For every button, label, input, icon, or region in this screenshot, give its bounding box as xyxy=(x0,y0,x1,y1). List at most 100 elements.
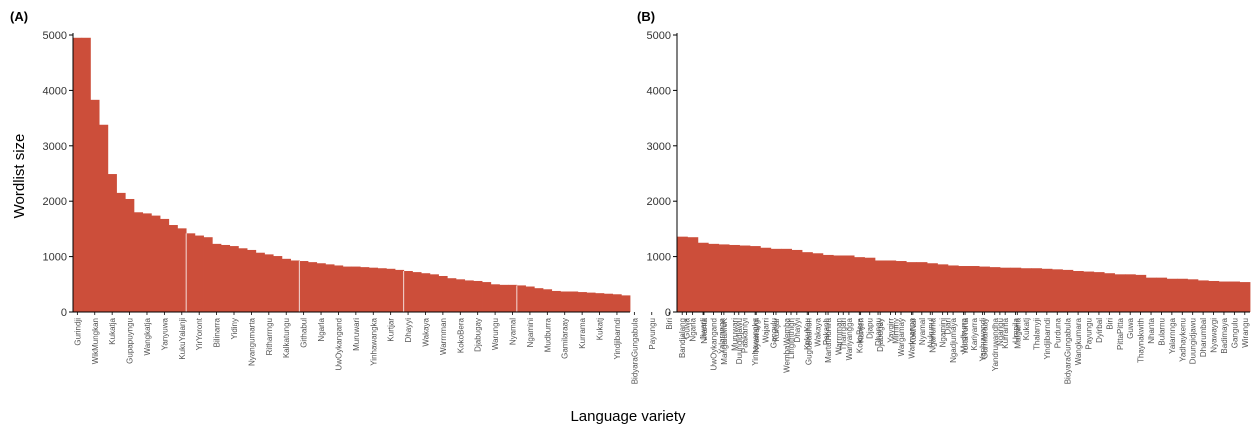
panel-a-bar xyxy=(151,215,161,312)
panel-b-x-tick-label: Umpila xyxy=(1012,317,1021,342)
panel-b-bar xyxy=(874,260,886,312)
panel-b-x-tick-label: Nyawaygi xyxy=(1210,318,1219,353)
panel-a-x-tick-label: Pakanh xyxy=(822,318,831,345)
panel-a-bar xyxy=(482,282,492,312)
panel-a-x-tick-label: WikMungkan xyxy=(91,318,100,364)
panel-b-x-tick-label: Ngamini xyxy=(939,318,948,348)
panel-a-y-axis: 0 1000 2000 3000 4000 5000 xyxy=(43,30,74,319)
panel-b-x-tick-label: Yandruwandha xyxy=(991,317,1000,371)
panel-b-x-tick-label: WembaWemba xyxy=(782,317,791,372)
panel-b-bar xyxy=(749,246,761,312)
panel-a-bar xyxy=(525,286,535,312)
panel-b-x-tick-label: Wangkumara xyxy=(1074,317,1083,365)
panel-a-bar xyxy=(534,288,544,312)
panel-b-x-tick-label: Ngadjumaya xyxy=(949,317,958,362)
panel-b-bar xyxy=(1239,282,1251,312)
panel-b-bar xyxy=(1104,273,1115,312)
panel-b-x-tick-label: Ngarla xyxy=(689,317,698,341)
panel-b-x-tick-label: Djabugay xyxy=(876,318,885,352)
panel-b-bar xyxy=(864,257,876,312)
panel-b-bar xyxy=(1114,274,1126,312)
panel-b-bar xyxy=(677,236,688,312)
panel-a-bar xyxy=(116,192,126,312)
panel-b-bar xyxy=(1145,277,1157,312)
panel-a-bar xyxy=(377,268,387,312)
panel-a-x-tick-label: Muruwari xyxy=(352,318,361,351)
panel-b-bar xyxy=(1135,274,1147,312)
panel-a-bar xyxy=(447,278,457,312)
panel-a-x-tick-label: Gupapuyngu xyxy=(126,318,135,364)
panel-a-y-tick-label: 1000 xyxy=(43,252,67,264)
panel-b-x-axis: Bandjalang Ngarla Jiwarli UwOykangand Mangal… xyxy=(677,311,1250,384)
panel-a-y-tick-label: 5000 xyxy=(43,30,67,42)
panel-b-x-tick-label: PittaPitta xyxy=(1116,317,1125,350)
panel-b-bar xyxy=(1208,280,1220,312)
panel-a-x-tick-label: KokNar xyxy=(909,318,918,345)
panel-a-x-tick-label: Djarl xyxy=(944,318,953,335)
panel-b-x-tick-label: Wariyangga xyxy=(845,317,854,360)
panel-b-y-tick-label: 2000 xyxy=(647,196,671,208)
panel-a-bar xyxy=(307,262,318,312)
panel-b-bar xyxy=(968,266,980,312)
panel-a-x-tick-label: Lingiththigh xyxy=(787,318,796,359)
panel-b-x-tick-label: Yadhaykenu xyxy=(1178,318,1187,362)
panel-b-bar xyxy=(1072,271,1084,312)
panel-b-x-tick-label: Wirangu xyxy=(1241,318,1250,348)
panel-b-x-tick-label: Wakaya xyxy=(814,317,823,346)
panel-a-bar xyxy=(212,243,222,312)
panel-b-bar xyxy=(1031,268,1043,312)
panel-a-bar xyxy=(281,258,291,312)
panel-a-x-tick-label: Kalkatungu xyxy=(282,318,291,358)
panel-a-x-tick-label: Bilinarra xyxy=(213,317,222,347)
panel-a-bar xyxy=(360,267,370,312)
panel-a-bar xyxy=(203,237,213,312)
panel-a-bar xyxy=(342,266,352,312)
panel-a-y-tick-label: 2000 xyxy=(43,196,67,208)
panel-a-x-axis: Gurindji WikMungkan Kukatja Gupapuyngu Wangk… xyxy=(73,311,1022,384)
panel-b-x-tick-label: Yalarnnga xyxy=(1168,317,1177,353)
panel-b-bar xyxy=(729,244,740,312)
panel-a-bar xyxy=(351,266,361,312)
panel-a-x-tick-label: Dhayyi xyxy=(404,318,413,343)
panel-a-x-tick-label: Mudburra xyxy=(543,317,552,352)
panel-b-bar xyxy=(770,248,782,312)
panel-b-bar xyxy=(885,260,897,312)
panel-b-bar xyxy=(812,253,824,312)
panel-a-x-tick-label: Yidiny xyxy=(230,318,239,340)
panel-b-x-tick-label: Yinhawangka xyxy=(751,317,760,365)
panel-b-x-tick-label: Dharumbal xyxy=(1199,318,1208,357)
panel-a-bar xyxy=(125,198,135,312)
panel-a-x-tick-label: Tharrgari xyxy=(839,318,848,351)
panel-a-bar xyxy=(186,233,196,312)
panel-b-y-tick-label: 4000 xyxy=(647,85,671,97)
panel-b-x-tick-label: Martuthunira xyxy=(824,317,833,362)
panel-b-label: (B) xyxy=(637,9,655,24)
panel-b-x-tick-label: Kurrama xyxy=(1001,317,1010,348)
panel-a-x-tick-label: Warungu xyxy=(491,318,500,350)
panel-a-bars xyxy=(73,37,631,313)
panel-a-x-tick-label: Guwa xyxy=(683,317,692,338)
panel-a-bar xyxy=(299,261,309,312)
panel-b-x-tick-label: KukuYau xyxy=(803,318,812,350)
panel-a-bar xyxy=(81,37,91,313)
panel-a-x-tick-label: KukuYalanji xyxy=(178,318,187,360)
panel-b-bar xyxy=(927,263,938,312)
panel-a-x-tick-label: Gurindji xyxy=(73,318,82,346)
panel-b-x-tick-label: Duungidjawu xyxy=(1189,318,1198,364)
panel-b-x-tick-label: MangalaMcK xyxy=(720,317,729,364)
panel-b-bar xyxy=(1062,269,1074,312)
panel-a-x-tick-label: Kukatja xyxy=(108,317,117,344)
panel-b-x-tick-label: Kurtjar xyxy=(772,318,781,342)
panel-a-bar xyxy=(142,213,152,312)
panel-b-x-tick-label: Kukatj xyxy=(1022,318,1031,340)
panel-b-y-tick-label: 0 xyxy=(665,307,671,319)
panel-b-x-tick-label: Wajarri xyxy=(762,318,771,343)
panel-a-x-tick-label: Kurtjar xyxy=(387,318,396,342)
panel-a-y-tick-label: 4000 xyxy=(43,85,67,97)
panel-a-x-tick-label: Warrnman xyxy=(439,318,448,355)
panel-a-bar xyxy=(551,290,561,312)
panel-a-bar xyxy=(438,275,448,312)
panel-a-bar xyxy=(464,280,474,312)
panel-b-bars xyxy=(677,236,1251,312)
panel-b-x-tick-label: Kariyarra xyxy=(970,317,979,350)
